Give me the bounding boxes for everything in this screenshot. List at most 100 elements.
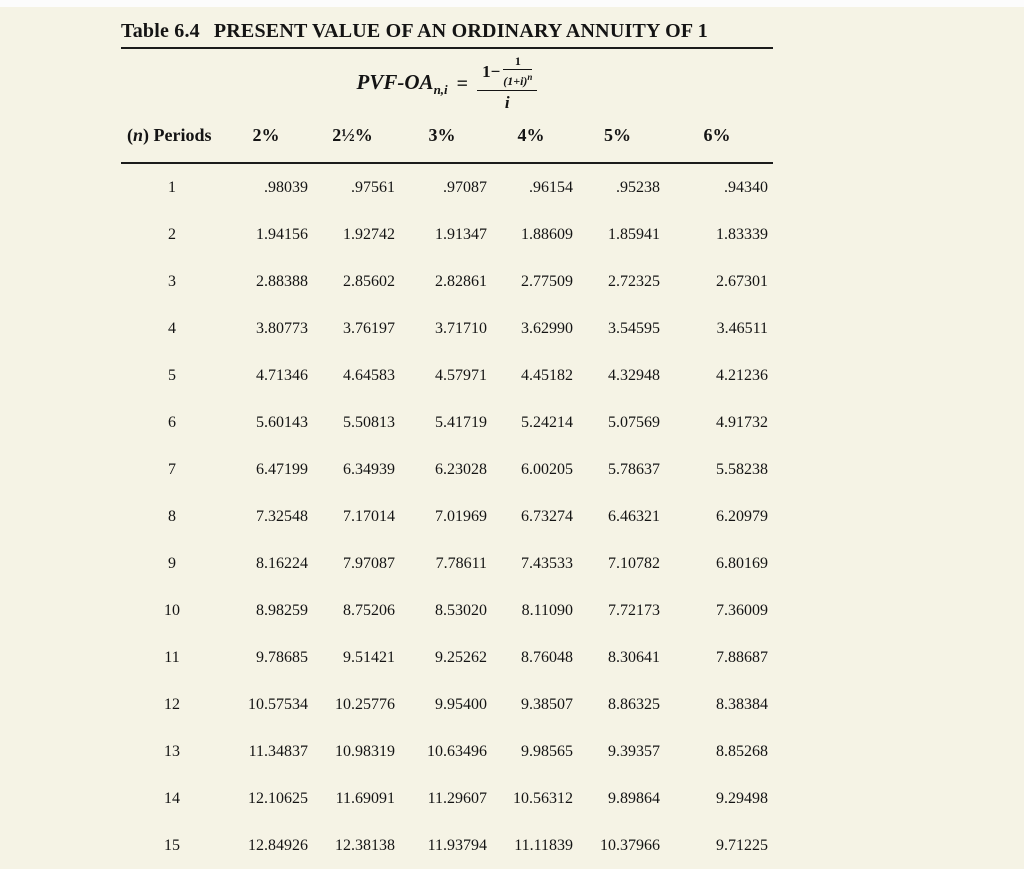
formula-subscript: n,i	[433, 82, 448, 98]
value-cell: 4.71346	[256, 366, 308, 384]
period-cell: 2	[168, 225, 176, 243]
value-cell: 2.82861	[435, 272, 487, 290]
value-cell: 11.29607	[427, 789, 487, 807]
value-cell: 4.91732	[716, 413, 768, 431]
period-cell: 10	[164, 601, 180, 619]
table-row: 10 8.98259 8.75206 8.53020 8.11090 7.72173 7.3…	[121, 587, 773, 634]
periods-paren-open: (	[127, 125, 133, 145]
value-cell: 5.07569	[608, 413, 660, 431]
value-cell: 11.93794	[427, 836, 487, 854]
value-cell: 7.97087	[343, 554, 395, 572]
inner-fraction: 1 (1+i)n	[503, 55, 533, 88]
top-strip	[0, 0, 1024, 7]
page-title: Table 6.4 PRESENT VALUE OF AN ORDINARY AN…	[121, 20, 773, 43]
table-row: 4 3.80773 3.76197 3.71710 3.62990 3.54595 3.46…	[121, 305, 773, 352]
period-cell: 5	[168, 366, 176, 384]
formula-lhs: PVF-OAn,i	[357, 70, 448, 98]
value-cell: 7.01969	[435, 507, 487, 525]
column-header-rate-3: 4%	[488, 117, 574, 164]
table-row: 7 6.47199 6.34939 6.23028 6.00205 5.78637 5.58…	[121, 446, 773, 493]
period-cell: 11	[164, 648, 180, 666]
table-row: 14 12.10625 11.69091 11.29607 10.56312 9.8986…	[121, 775, 773, 822]
value-cell: .97561	[351, 178, 395, 196]
column-header-rate-1: 2½%	[309, 117, 396, 164]
table-row: 1 .98039 .97561 .97087 .96154 .95238 .94340	[121, 163, 773, 211]
value-cell: 5.41719	[435, 413, 487, 431]
value-cell: 1.92742	[343, 225, 395, 243]
value-cell: 3.62990	[521, 319, 573, 337]
value-cell: 9.29498	[716, 789, 768, 807]
value-cell: 6.20979	[716, 507, 768, 525]
value-cell: 6.34939	[343, 460, 395, 478]
value-cell: 1.94156	[256, 225, 308, 243]
value-cell: 7.17014	[343, 507, 395, 525]
inner-numerator: 1	[503, 55, 533, 70]
value-cell: 2.67301	[716, 272, 768, 290]
numerator-prefix: 1−	[482, 62, 501, 81]
value-cell: 11.34837	[248, 742, 308, 760]
value-cell: 9.39357	[608, 742, 660, 760]
table-row: 13 11.34837 10.98319 10.63496 9.98565 9.39357…	[121, 728, 773, 775]
table-row: 12 10.57534 10.25776 9.95400 9.38507 8.86325 8…	[121, 681, 773, 728]
value-cell: 10.98319	[335, 742, 395, 760]
periods-label: ) Periods	[143, 125, 212, 145]
value-cell: .97087	[443, 178, 487, 196]
column-header-periods: (n) Periods	[121, 117, 223, 164]
value-cell: 1.83339	[716, 225, 768, 243]
period-cell: 14	[164, 789, 180, 807]
table-row: 3 2.88388 2.85602 2.82861 2.77509 2.72325 2.67…	[121, 258, 773, 305]
value-cell: 4.21236	[716, 366, 768, 384]
period-cell: 4	[168, 319, 176, 337]
value-cell: 8.38384	[716, 695, 768, 713]
value-cell: 12.10625	[248, 789, 308, 807]
period-cell: 1	[168, 178, 176, 196]
table-row: 2 1.94156 1.92742 1.91347 1.88609 1.85941 1.83…	[121, 211, 773, 258]
value-cell: 8.75206	[343, 601, 395, 619]
value-cell: 6.73274	[521, 507, 573, 525]
value-cell: 12.38138	[335, 836, 395, 854]
value-cell: 5.60143	[256, 413, 308, 431]
value-cell: 4.45182	[521, 366, 573, 384]
value-cell: 1.88609	[521, 225, 573, 243]
periods-n-symbol: n	[133, 125, 144, 145]
value-cell: 1.85941	[608, 225, 660, 243]
value-cell: 6.47199	[256, 460, 308, 478]
value-cell: 8.11090	[521, 601, 573, 619]
table-heading: PRESENT VALUE OF AN ORDINARY ANNUITY OF …	[213, 20, 708, 42]
value-cell: 7.88687	[716, 648, 768, 666]
value-cell: 9.25262	[435, 648, 487, 666]
value-cell: 2.72325	[608, 272, 660, 290]
value-cell: 12.84926	[248, 836, 308, 854]
value-cell: 7.72173	[608, 601, 660, 619]
value-cell: 2.77509	[521, 272, 573, 290]
value-cell: 6.80169	[716, 554, 768, 572]
period-cell: 15	[164, 836, 180, 854]
value-cell: 2.88388	[256, 272, 308, 290]
inner-denominator-exponent: n	[527, 72, 533, 82]
value-cell: 2.85602	[343, 272, 395, 290]
column-header-rate-4: 5%	[574, 117, 661, 164]
value-cell: 11.69091	[335, 789, 395, 807]
column-header-rate-0: 2%	[223, 117, 309, 164]
value-cell: 4.57971	[435, 366, 487, 384]
inner-denominator: (1+i)n	[503, 70, 532, 88]
value-cell: 3.71710	[435, 319, 487, 337]
period-cell: 8	[168, 507, 176, 525]
value-cell: 7.10782	[608, 554, 660, 572]
value-cell: 5.50813	[343, 413, 395, 431]
value-cell: 5.24214	[521, 413, 573, 431]
value-cell: 9.78685	[256, 648, 308, 666]
value-cell: .95238	[616, 178, 660, 196]
value-cell: 3.46511	[716, 319, 768, 337]
fraction-numerator: 1− 1 (1+i)n	[477, 55, 538, 91]
inner-denominator-base: (1+i)	[503, 74, 528, 88]
equals-sign: =	[456, 72, 469, 95]
value-cell: 6.46321	[608, 507, 660, 525]
value-cell: .98039	[264, 178, 308, 196]
value-cell: 3.76197	[343, 319, 395, 337]
period-cell: 7	[168, 460, 176, 478]
value-cell: 1.91347	[435, 225, 487, 243]
pv-ordinary-annuity-formula: PVF-OAn,i = 1− 1 (1+i)n i	[121, 55, 773, 113]
value-cell: 3.80773	[256, 319, 308, 337]
table-row: 5 4.71346 4.64583 4.57971 4.45182 4.32948 4.21…	[121, 352, 773, 399]
